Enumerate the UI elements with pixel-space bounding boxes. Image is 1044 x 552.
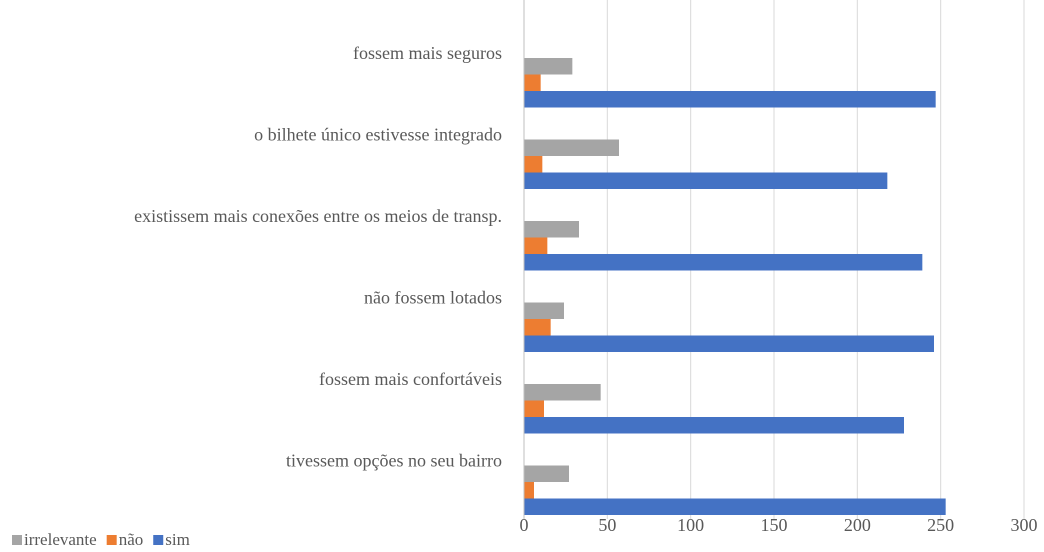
- legend-label: irrelevante: [24, 530, 97, 549]
- category-label: fossem mais seguros: [353, 43, 502, 63]
- bar: [524, 400, 544, 417]
- bar: [524, 384, 601, 401]
- bar: [524, 417, 904, 434]
- bar: [524, 139, 619, 156]
- x-tick-label: 200: [844, 515, 871, 535]
- bar: [524, 237, 548, 254]
- bar: [524, 302, 564, 319]
- bar: [524, 254, 923, 271]
- x-tick-label: 150: [761, 515, 788, 535]
- bar: [524, 91, 936, 108]
- x-tick-label: 0: [520, 515, 529, 535]
- category-label: existissem mais conexões entre os meios …: [134, 206, 502, 226]
- legend-swatch: [106, 535, 117, 545]
- bar: [524, 172, 888, 189]
- bar: [524, 221, 579, 238]
- bar: [524, 482, 534, 499]
- bar: [524, 335, 934, 352]
- x-tick-label: 50: [598, 515, 616, 535]
- legend-label: não: [119, 530, 144, 549]
- x-tick-label: 100: [677, 515, 704, 535]
- category-label: não fossem lotados: [364, 288, 502, 308]
- legend-swatch: [153, 535, 164, 545]
- bar: [524, 319, 551, 336]
- bar: [524, 156, 543, 173]
- legend-label: sim: [165, 530, 190, 549]
- category-label: o bilhete único estivesse integrado: [254, 125, 502, 145]
- legend: irrelevante não sim: [12, 530, 190, 549]
- x-tick-label: 250: [927, 515, 954, 535]
- category-label: fossem mais confortáveis: [319, 369, 502, 389]
- bar: [524, 465, 569, 482]
- bar: [524, 498, 946, 515]
- legend-swatch: [12, 535, 22, 545]
- x-tick-label: 300: [1011, 515, 1038, 535]
- bar: [524, 58, 573, 75]
- category-label: tivessem opções no seu bairro: [286, 451, 502, 471]
- bar: [524, 74, 541, 91]
